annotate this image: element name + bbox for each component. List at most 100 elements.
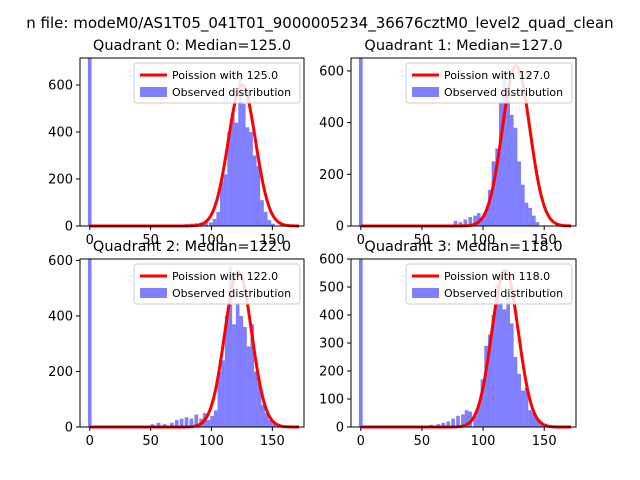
x-tick-label: 50	[414, 434, 431, 449]
observed-bar	[156, 422, 161, 427]
quadrant-2-title: Quadrant 2: Median=122.0	[93, 239, 291, 255]
observed-bar	[484, 345, 488, 427]
observed-bar	[491, 315, 496, 427]
legend-observed-label: Observed distribution	[444, 86, 563, 99]
observed-bar	[480, 218, 485, 226]
y-tick-label: 400	[319, 116, 344, 131]
legend-poisson-label: Poission with 122.0	[172, 270, 278, 283]
observed-bar	[473, 215, 477, 226]
y-tick-label: 600	[48, 79, 73, 94]
observed-bar	[265, 413, 269, 427]
observed-bar	[458, 222, 463, 226]
quadrant-3-histogram	[358, 259, 543, 427]
observed-bar	[535, 418, 540, 427]
observed-bar	[170, 422, 174, 427]
observed-bar	[480, 379, 485, 427]
observed-bar	[495, 284, 499, 427]
observed-bar	[206, 420, 211, 427]
quadrant-0-legend: Poission with 125.0 Observed distribution	[133, 62, 301, 104]
observed-bar	[268, 420, 273, 427]
legend-box	[405, 263, 573, 305]
y-tick-label: 400	[319, 309, 344, 324]
y-tick-label: 0	[65, 220, 73, 235]
x-tick-label: 50	[142, 434, 159, 449]
legend-observed-swatch	[412, 288, 439, 298]
quadrant-0-poisson-line	[89, 83, 300, 228]
observed-bar	[232, 324, 236, 427]
observed-bar	[220, 181, 224, 226]
observed-bar	[520, 184, 525, 226]
observed-bar	[271, 223, 275, 226]
observed-bar	[446, 421, 451, 427]
observed-bar	[252, 155, 257, 226]
x-tick-label: 0	[357, 233, 365, 248]
legend-box	[133, 62, 301, 104]
y-tick-label: 300	[319, 337, 344, 352]
observed-bar	[209, 222, 213, 226]
observed-bar	[243, 327, 247, 427]
x-tick-label: 150	[260, 233, 285, 248]
quadrant-3-title: Quadrant 3: Median=118.0	[364, 239, 562, 255]
observed-bar	[227, 132, 231, 226]
observed-bar	[257, 382, 262, 427]
observed-bar	[267, 220, 272, 226]
quadrant-1-histogram	[358, 58, 540, 226]
y-tick-label: 600	[319, 253, 344, 268]
observed-bar	[228, 265, 233, 427]
quadrant-1-legend: Poission with 127.0 Observed distribution	[405, 62, 573, 104]
x-tick-label: 150	[532, 233, 557, 248]
observed-bar	[179, 418, 184, 427]
quadrant-0-chart: Quadrant 0: Median=125.0 0 50 100 150 0 200 400…	[48, 38, 305, 248]
x-tick-label: 0	[86, 434, 94, 449]
x-tick-label: 0	[86, 233, 94, 248]
legend-poisson-label: Poission with 118.0	[444, 270, 550, 283]
observed-bar	[246, 346, 251, 427]
observed-bar	[174, 420, 179, 427]
observed-bar	[210, 415, 214, 427]
legend-observed-label: Observed distribution	[172, 287, 291, 300]
quadrant-2-histogram	[87, 259, 276, 427]
observed-bar	[524, 387, 529, 427]
y-tick-label: 500	[319, 281, 344, 296]
observed-bar	[358, 259, 363, 427]
observed-bar	[517, 161, 521, 226]
observed-bar	[524, 202, 529, 226]
x-tick-label: 0	[357, 434, 365, 449]
y-tick-label: 600	[48, 254, 73, 269]
observed-bar	[204, 221, 208, 226]
quadrant-2-legend: Poission with 122.0 Observed distribution	[133, 263, 301, 305]
observed-bar	[453, 220, 458, 226]
observed-bar	[502, 70, 507, 226]
quadrant-3-chart: Quadrant 3: Median=118.0 0 50 100 150 0 100 200…	[319, 239, 577, 449]
observed-bar	[509, 323, 514, 427]
y-tick-label: 0	[65, 421, 73, 436]
quadrant-1-chart: Quadrant 1: Median=127.0 0 50 100 150 0 200 400…	[319, 38, 577, 248]
observed-bar	[528, 207, 532, 226]
legend-box	[133, 263, 301, 305]
figure-suptitle: n file: modeM0/AS1T05_041T01_9000005234_…	[26, 14, 613, 33]
observed-bar	[194, 414, 199, 427]
observed-bar	[484, 210, 488, 226]
y-tick-label: 400	[48, 126, 73, 141]
observed-bar	[87, 259, 92, 427]
observed-bar	[495, 148, 499, 226]
observed-bar	[531, 215, 536, 226]
observed-bar	[358, 58, 363, 226]
x-tick-label: 50	[142, 233, 159, 248]
observed-bar	[468, 411, 473, 427]
observed-bar	[221, 360, 225, 427]
x-tick-label: 100	[199, 233, 224, 248]
observed-bar	[487, 334, 492, 427]
observed-bar	[230, 113, 235, 226]
y-tick-label: 400	[48, 309, 73, 324]
legend-observed-label: Observed distribution	[172, 86, 291, 99]
quadrant-2-chart: Quadrant 2: Median=122.0 0 50 100 150 0 200 400…	[48, 239, 305, 449]
x-tick-label: 150	[532, 434, 557, 449]
observed-bar	[502, 309, 507, 427]
observed-bar	[245, 127, 250, 226]
quadrant-2-axes-frame	[79, 258, 305, 428]
y-tick-label: 200	[48, 173, 73, 188]
observed-bar	[261, 404, 266, 427]
quadrant-panels: Quadrant 0: Median=125.0 0 50 100 150 0 200 400…	[48, 38, 577, 449]
x-tick-label: 100	[471, 233, 496, 248]
